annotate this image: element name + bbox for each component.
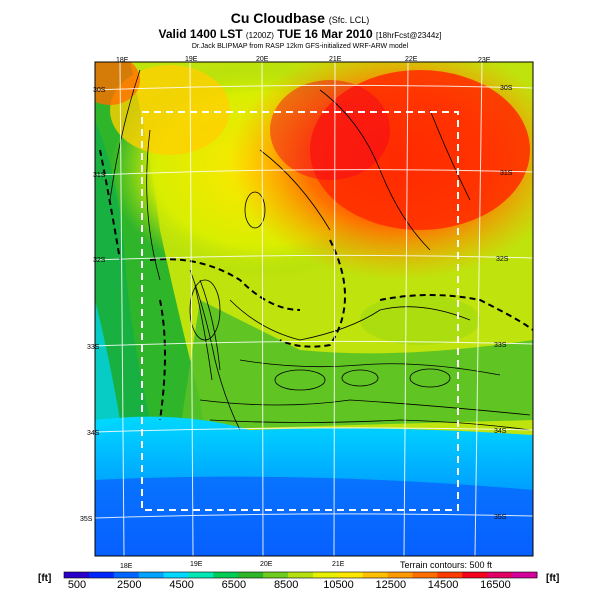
color-scale-tick: 2500 xyxy=(117,579,142,591)
lon-label-bottom: 21E xyxy=(332,561,345,568)
color-scale-tick: 500 xyxy=(67,579,87,591)
cloudbase-dashed-contours xyxy=(99,149,533,421)
color-scale-swatch xyxy=(213,572,239,578)
graticule xyxy=(94,61,534,557)
lon-label-top: 18E xyxy=(116,57,129,64)
color-scale-swatch xyxy=(462,572,488,578)
color-scale-swatch xyxy=(487,572,513,578)
color-scale-swatch xyxy=(288,572,314,578)
lat-label-right: 33S xyxy=(494,342,507,349)
map-frame xyxy=(94,61,534,557)
lon-label-top: 19E xyxy=(185,56,198,63)
color-scale-frame xyxy=(63,571,538,579)
color-scale-swatch xyxy=(163,572,189,578)
unit-label-left: [ft] xyxy=(38,573,52,584)
color-scale-swatch xyxy=(113,572,140,578)
color-scale-swatch xyxy=(263,572,289,578)
color-scale-tick: 16500 xyxy=(480,579,511,591)
lat-label-right: 35S xyxy=(494,514,507,521)
terrain-contour-note: Terrain contours: 500 ft xyxy=(400,560,493,570)
color-scale-swatch xyxy=(512,572,538,578)
lat-label-left: 30S xyxy=(93,87,106,94)
lat-label-left: 34S xyxy=(87,430,100,437)
color-scale-tick: 12500 xyxy=(375,579,407,591)
color-scale-swatch xyxy=(337,572,364,578)
color-scale-bar xyxy=(63,571,538,579)
color-scale-swatch xyxy=(312,572,339,578)
color-scale-swatch xyxy=(64,572,90,578)
lon-label-bottom: 20E xyxy=(260,561,273,568)
lon-label-top: 20E xyxy=(256,56,269,63)
color-scale-tick: 6500 xyxy=(221,579,247,591)
color-scale-tick: 8500 xyxy=(273,579,299,591)
model-credit: Dr.Jack BLIPMAP from RASP 12km GFS-initi… xyxy=(191,43,409,50)
color-scale-swatch xyxy=(437,572,463,578)
color-scale-swatch xyxy=(238,572,264,578)
lon-label-top: 21E xyxy=(329,56,342,63)
lon-label-bottom: 18E xyxy=(120,563,133,570)
color-scale-tick: 10500 xyxy=(323,579,354,591)
inner-domain-box xyxy=(141,111,459,511)
color-scale-swatch xyxy=(362,572,389,578)
lat-label-left: 35S xyxy=(80,516,93,523)
lat-label-left: 33S xyxy=(87,344,100,351)
lat-label-left: 32S xyxy=(93,257,106,264)
lon-label-bottom: 19E xyxy=(190,561,203,568)
lon-label-top: 22E xyxy=(405,56,418,63)
chart-title: Cu Cloudbase (Sfc. LCL) xyxy=(230,10,370,26)
lat-label-right: 31S xyxy=(500,170,513,177)
color-scale-tick: 4500 xyxy=(169,579,194,591)
field-layer xyxy=(95,62,533,556)
lon-label-top: 23E xyxy=(478,57,491,64)
unit-label-right: [ft] xyxy=(546,573,560,584)
lat-label-left: 31S xyxy=(93,172,106,179)
lat-label-right: 30S xyxy=(500,85,513,92)
color-scale-swatch xyxy=(387,572,414,578)
color-scale-tick: 14500 xyxy=(427,579,459,591)
color-scale-swatch xyxy=(412,572,438,578)
lat-label-right: 34S xyxy=(494,428,507,435)
color-scale-swatch xyxy=(88,572,115,578)
color-scale-swatch xyxy=(188,572,214,578)
color-scale-swatch xyxy=(138,572,165,578)
lat-label-right: 32S xyxy=(496,256,509,263)
valid-time: Valid 1400 LST (1200Z) TUE 16 Mar 2010 [… xyxy=(158,27,442,41)
